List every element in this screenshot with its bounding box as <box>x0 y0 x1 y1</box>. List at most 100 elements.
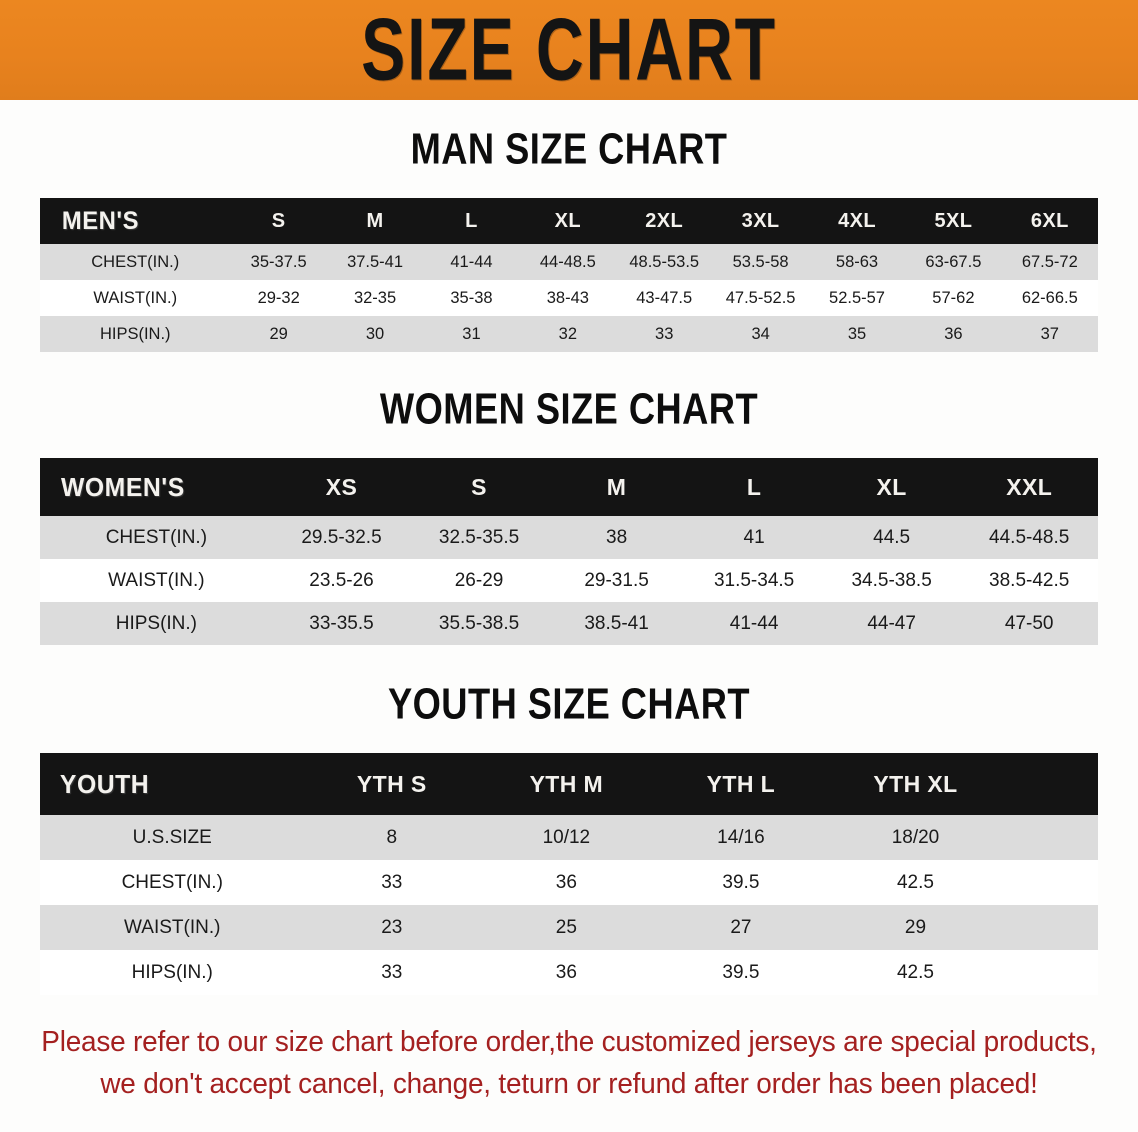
man-cell-2-1: 30 <box>365 324 385 343</box>
women-section-title: WOMEN SIZE CHART <box>379 385 759 434</box>
women-cell-0-5: 44.5-48.5 <box>989 526 1070 548</box>
man-cell-1-6: 52.5-57 <box>829 288 885 307</box>
man-cell-0-2: 41-44 <box>450 252 493 271</box>
women-size-col-5: XXL <box>1006 473 1053 500</box>
youth-cell-3-empty <box>1003 950 1098 995</box>
women-cell-2-1: 35.5-38.5 <box>438 612 520 634</box>
youth-cell-2-1: 25 <box>555 916 577 938</box>
man-size-col-3: XL <box>554 209 582 232</box>
youth-table-head: YOUTH YTH S YTH M YTH L YTH XL <box>40 753 1098 815</box>
youth-size-col-3: YTH XL <box>873 770 958 797</box>
man-row-label-1: WAIST(IN.) <box>93 288 178 307</box>
man-cell-1-3: 38-43 <box>546 288 589 307</box>
youth-cell-1-empty <box>1003 860 1098 905</box>
youth-row-label-1: CHEST(IN.) <box>121 871 223 893</box>
man-cell-1-2: 35-38 <box>450 288 493 307</box>
man-cell-0-1: 37.5-41 <box>347 252 404 271</box>
women-row-label-2: HIPS(IN.) <box>115 612 198 634</box>
man-cell-0-7: 63-67.5 <box>925 252 982 271</box>
man-cell-1-5: 47.5-52.5 <box>725 288 796 307</box>
youth-size-col-2: YTH L <box>706 770 776 797</box>
women-corner-label: WOMEN'S <box>61 471 185 502</box>
women-cell-0-1: 32.5-35.5 <box>438 526 520 548</box>
man-cell-1-8: 62-66.5 <box>1021 288 1078 307</box>
women-cell-2-0: 33-35.5 <box>309 612 374 634</box>
table-row: U.S.SIZE 8 10/12 14/16 18/20 <box>40 815 1098 860</box>
table-row: CHEST(IN.) 35-37.5 37.5-41 41-44 44-48.5… <box>40 244 1098 280</box>
youth-cell-0-empty <box>1003 815 1098 860</box>
man-cell-2-4: 33 <box>655 324 674 343</box>
youth-cell-3-3: 42.5 <box>896 961 934 983</box>
return-policy-note: Please refer to our size chart before or… <box>30 1021 1108 1105</box>
youth-cell-1-3: 42.5 <box>896 871 934 893</box>
women-size-col-3: L <box>746 473 762 500</box>
man-size-col-1: M <box>366 209 384 232</box>
man-cell-1-0: 29-32 <box>257 288 300 307</box>
women-size-col-1: S <box>471 473 487 500</box>
note-line-1: Please refer to our size chart before or… <box>41 1026 1097 1058</box>
youth-cell-0-0: 8 <box>386 826 398 848</box>
youth-header-row: YOUTH YTH S YTH M YTH L YTH XL <box>40 753 1098 815</box>
women-size-col-4: XL <box>876 473 907 500</box>
women-table-wrap: WOMEN'S XS S M L XL XXL CHEST(IN.) 29.5-… <box>40 458 1098 645</box>
youth-cell-3-1: 36 <box>555 961 577 983</box>
man-size-col-7: 5XL <box>934 209 973 232</box>
man-cell-0-6: 58-63 <box>835 252 879 271</box>
women-size-table: WOMEN'S XS S M L XL XXL CHEST(IN.) 29.5-… <box>40 458 1098 645</box>
youth-row-label-3: HIPS(IN.) <box>131 961 213 983</box>
women-cell-1-0: 23.5-26 <box>309 569 374 591</box>
man-cell-0-0: 35-37.5 <box>250 252 307 271</box>
women-size-col-0: XS <box>325 473 358 500</box>
youth-corner-label: YOUTH <box>59 768 150 799</box>
women-cell-2-3: 41-44 <box>729 612 779 634</box>
man-cell-1-4: 43-47.5 <box>636 288 693 307</box>
youth-cell-2-0: 23 <box>381 916 403 938</box>
man-cell-2-0: 29 <box>269 324 288 343</box>
youth-cell-1-2: 39.5 <box>722 871 760 893</box>
man-size-col-6: 4XL <box>838 209 876 232</box>
youth-size-col-1: YTH M <box>529 770 604 797</box>
man-size-col-2: L <box>465 209 478 232</box>
women-size-col-2: M <box>606 473 627 500</box>
youth-table-wrap: YOUTH YTH S YTH M YTH L YTH XL U.S.SIZE … <box>40 753 1098 995</box>
youth-section-title: YOUTH SIZE CHART <box>387 680 751 729</box>
man-size-col-0: S <box>271 209 286 232</box>
man-row-label-2: HIPS(IN.) <box>99 324 171 343</box>
man-row-label-0: CHEST(IN.) <box>91 252 180 271</box>
table-row: HIPS(IN.) 33-35.5 35.5-38.5 38.5-41 41-4… <box>40 602 1098 645</box>
man-header-row: MEN'S S M L XL 2XL 3XL 4XL 5XL 6XL <box>40 198 1098 244</box>
table-row: WAIST(IN.) 29-32 32-35 35-38 38-43 43-47… <box>40 280 1098 316</box>
youth-row-label-2: WAIST(IN.) <box>124 916 221 938</box>
man-size-table: MEN'S S M L XL 2XL 3XL 4XL 5XL 6XL CHEST… <box>40 198 1098 352</box>
youth-cell-1-0: 33 <box>381 871 403 893</box>
women-row-label-0: CHEST(IN.) <box>105 526 208 548</box>
man-corner-label: MEN'S <box>61 206 139 235</box>
page-title: SIZE CHART <box>361 1 777 99</box>
man-size-col-4: 2XL <box>645 209 684 232</box>
man-cell-2-6: 35 <box>847 324 867 343</box>
youth-cell-0-1: 10/12 <box>542 826 591 848</box>
man-table-wrap: MEN'S S M L XL 2XL 3XL 4XL 5XL 6XL CHEST… <box>40 198 1098 352</box>
women-cell-1-4: 34.5-38.5 <box>851 569 932 591</box>
table-row: HIPS(IN.) 33 36 39.5 42.5 <box>40 950 1098 995</box>
man-cell-2-3: 32 <box>558 324 578 343</box>
man-cell-2-7: 36 <box>944 324 963 343</box>
youth-size-table: YOUTH YTH S YTH M YTH L YTH XL U.S.SIZE … <box>40 753 1098 995</box>
women-cell-2-4: 44-47 <box>867 612 916 634</box>
table-row: WAIST(IN.) 23.5-26 26-29 29-31.5 31.5-34… <box>40 559 1098 602</box>
man-cell-0-8: 67.5-72 <box>1021 252 1078 271</box>
man-cell-1-7: 57-62 <box>932 288 975 307</box>
youth-size-col-empty <box>1003 753 1098 815</box>
man-cell-2-8: 37 <box>1040 324 1059 343</box>
youth-cell-0-3: 18/20 <box>891 826 940 848</box>
man-cell-2-2: 31 <box>462 324 481 343</box>
women-cell-1-1: 26-29 <box>454 569 504 591</box>
women-table-body: CHEST(IN.) 29.5-32.5 32.5-35.5 38 41 44.… <box>40 516 1098 645</box>
man-cell-0-4: 48.5-53.5 <box>629 252 700 271</box>
table-row: HIPS(IN.) 29 30 31 32 33 34 35 36 37 <box>40 316 1098 352</box>
man-size-col-5: 3XL <box>741 209 780 232</box>
women-cell-2-2: 38.5-41 <box>584 612 649 634</box>
women-cell-1-3: 31.5-34.5 <box>713 569 795 591</box>
man-section-title: MAN SIZE CHART <box>410 125 728 174</box>
